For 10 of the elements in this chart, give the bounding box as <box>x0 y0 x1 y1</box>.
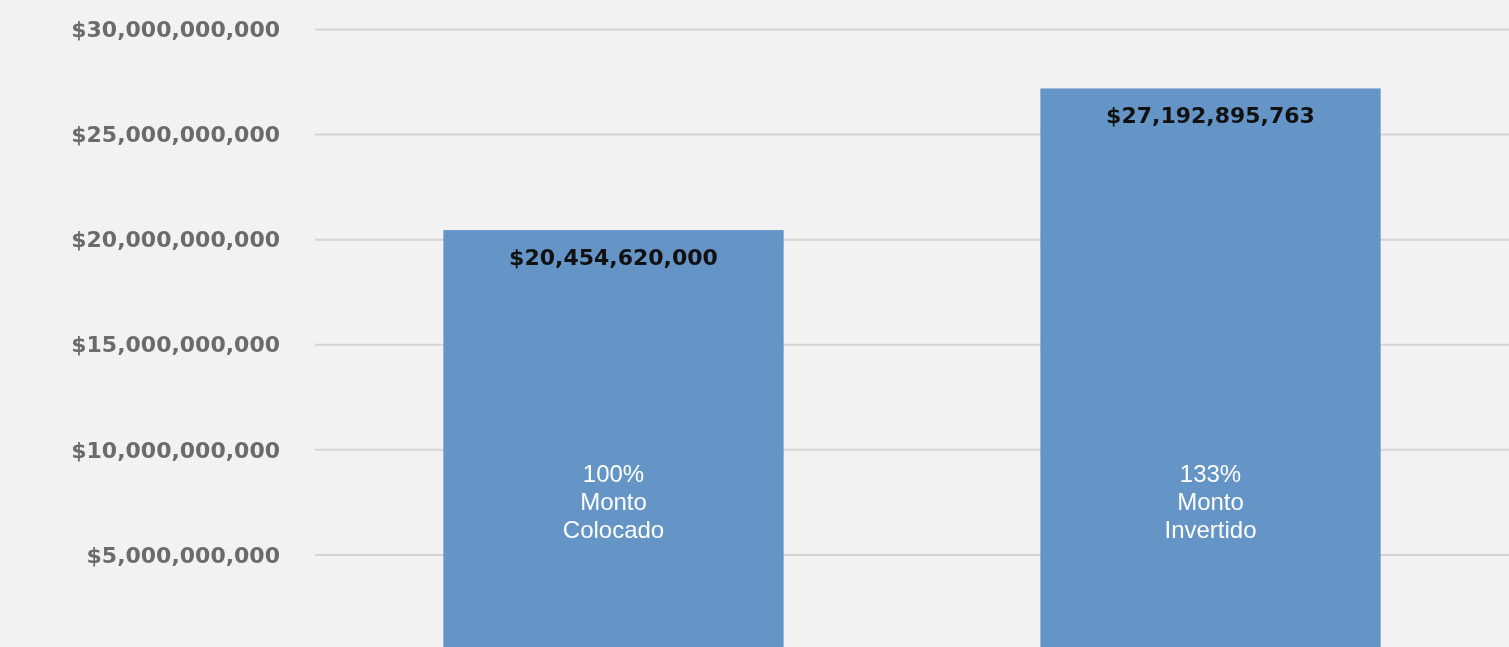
y-tick-label: $15,000,000,000 <box>71 332 280 358</box>
y-tick-label: $5,000,000,000 <box>86 542 280 568</box>
y-tick-label: $30,000,000,000 <box>71 17 280 43</box>
y-tick-label: $10,000,000,000 <box>71 437 280 463</box>
data-label: $27,192,895,763 <box>1106 103 1315 129</box>
y-tick-label: $20,000,000,000 <box>71 227 280 253</box>
x-tick-label: 133% Monto Invertido <box>1164 459 1257 543</box>
y-tick-label: $25,000,000,000 <box>71 122 280 148</box>
data-label: $20,454,620,000 <box>509 245 718 271</box>
x-tick-label: 100% Monto Colocado <box>562 459 665 543</box>
